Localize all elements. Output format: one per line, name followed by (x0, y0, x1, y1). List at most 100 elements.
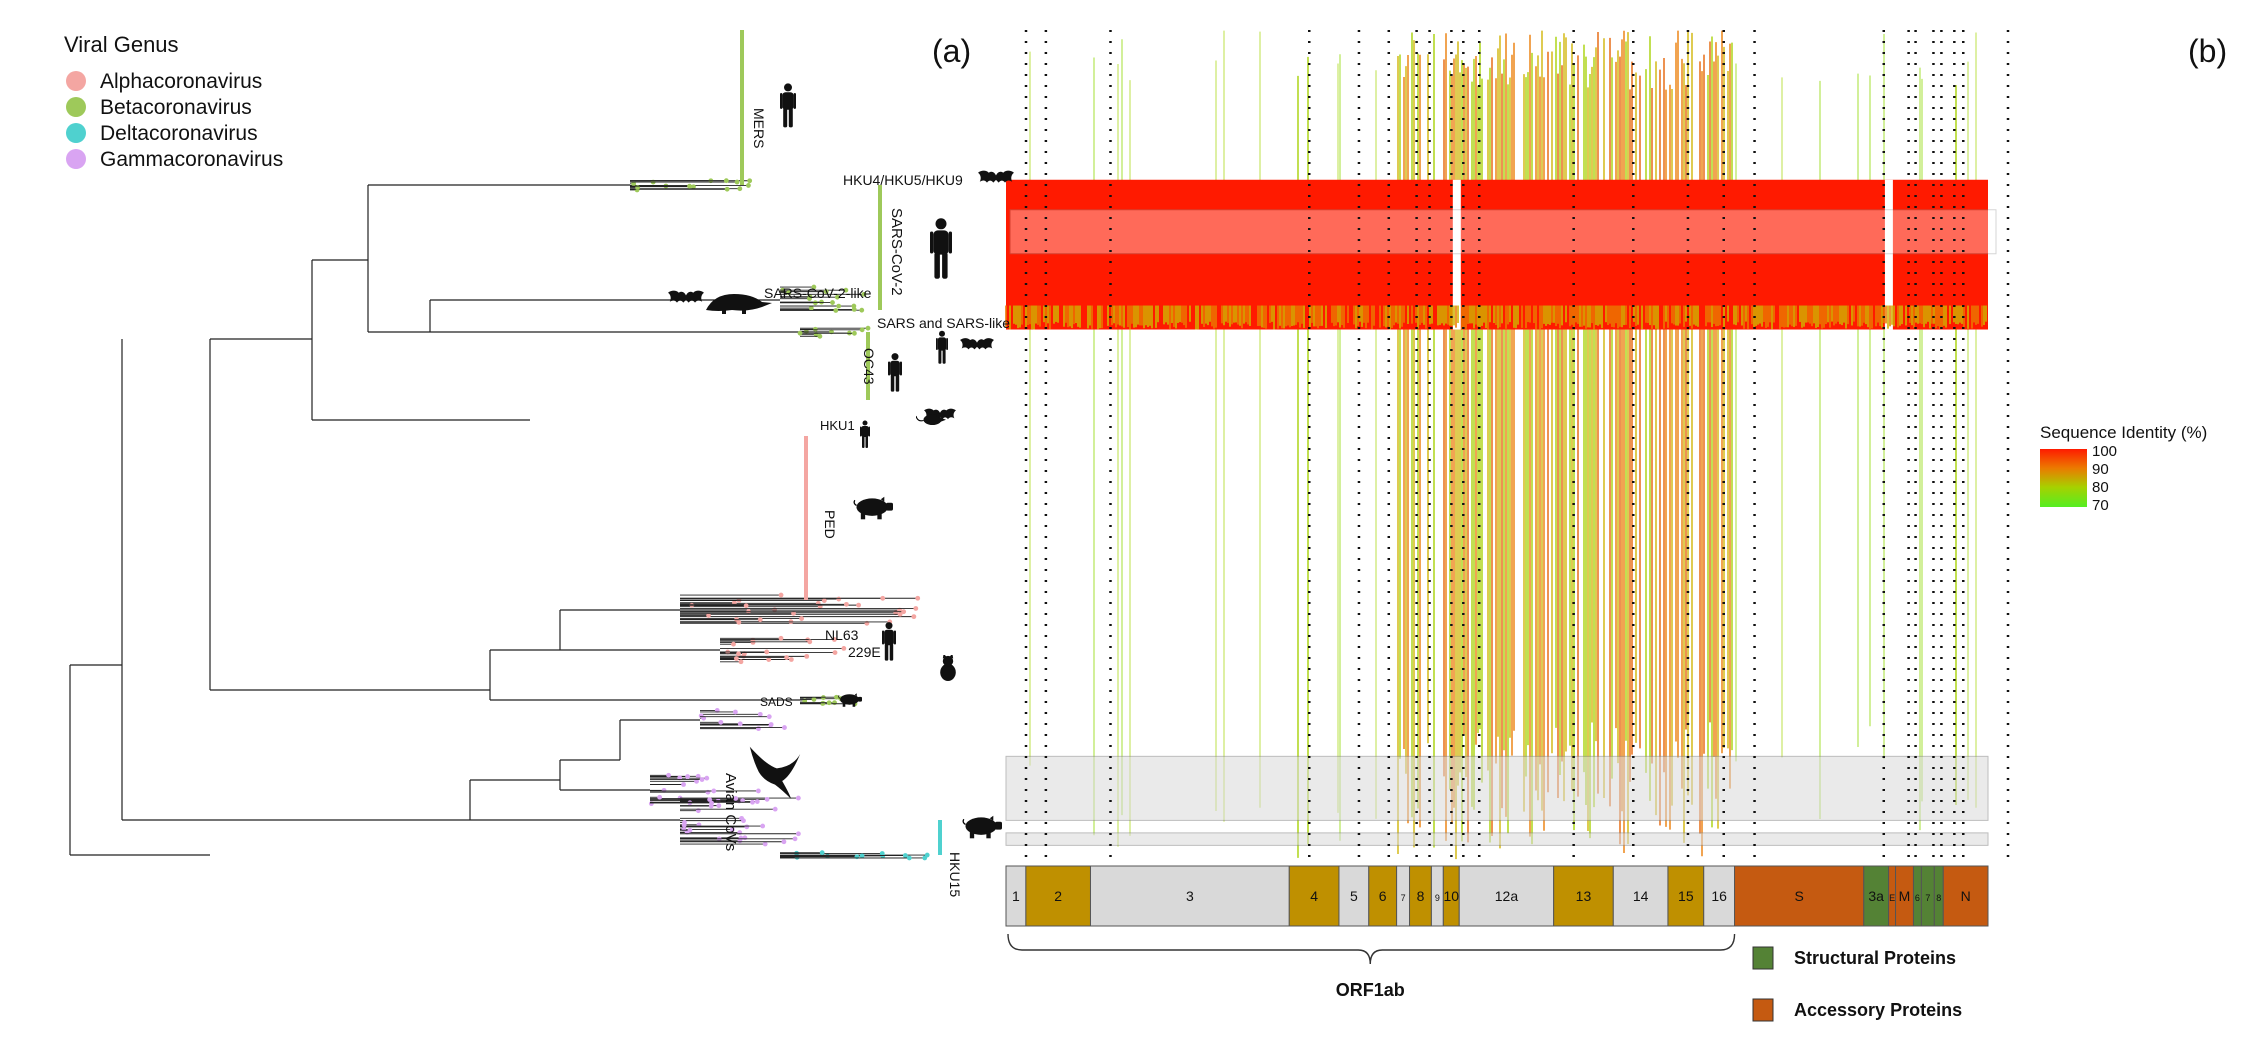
pig-icon (853, 496, 893, 520)
identity-tick: 100 (2092, 443, 2117, 460)
tree-tip (784, 655, 790, 660)
tree-tip (906, 855, 912, 861)
phylogenetic-tree (69, 178, 930, 861)
tree-tip (746, 183, 751, 188)
genome-segment-label: 4 (1310, 888, 1318, 904)
tree-tip (661, 787, 667, 793)
genome-segment-label: 13 (1576, 888, 1592, 904)
tree-tip (778, 592, 784, 598)
tree-tip (657, 794, 663, 800)
tree-tip (819, 299, 824, 305)
pig-icon (838, 693, 862, 707)
pig-icon (962, 815, 1002, 839)
tree-tip (698, 713, 704, 719)
clade-label: SARS and SARS-like (877, 315, 1010, 331)
tree-tip (844, 601, 849, 607)
genome-segment (1667, 865, 1705, 927)
clade-bars (740, 30, 942, 855)
tree-tip (856, 602, 861, 608)
tree-tip (897, 611, 903, 617)
tree-tip (766, 714, 772, 720)
panel-label-b: (b) (2188, 33, 2227, 69)
genus-label: Gammacoronavirus (100, 148, 283, 171)
tree-tip (732, 600, 737, 606)
tree-tip (709, 800, 715, 806)
tree-tip (804, 653, 810, 659)
genome-segment-label: 9 (1435, 893, 1440, 903)
tree-tip (737, 186, 743, 192)
identity-tick: 90 (2092, 461, 2109, 478)
tree-tip (836, 303, 842, 309)
genome-segment (1863, 865, 1890, 927)
tree-tip (772, 806, 778, 812)
clade-label: SADS (760, 695, 793, 709)
genome-segment-label: 8 (1936, 893, 1941, 903)
tree-tip (836, 596, 842, 602)
heatmap-gap (1452, 179, 1461, 330)
tree-tip (750, 639, 756, 645)
tree-tip (704, 775, 710, 781)
genome-segment-label: 7 (1401, 893, 1406, 903)
tree-tip (738, 659, 744, 665)
tree-tip (768, 722, 774, 727)
genome-segment (1458, 865, 1555, 927)
human-icon (888, 353, 902, 392)
genome-segment-label: 15 (1678, 888, 1694, 904)
tree-tip (786, 290, 792, 296)
genus-swatch (66, 149, 86, 169)
tree-tip (791, 610, 796, 616)
tree-tip (733, 709, 738, 715)
tree-tip (851, 307, 857, 312)
tree-tip (762, 841, 768, 847)
tree-tip (799, 616, 804, 621)
tree-tip (694, 778, 699, 784)
protein-legend-label: Structural Proteins (1794, 948, 1956, 968)
clade-label: NL63 (825, 627, 859, 643)
tree-tip (687, 183, 692, 189)
tree-tip (819, 850, 825, 856)
bat-icon (668, 290, 704, 303)
tree-tip (834, 294, 840, 300)
tree-tip (750, 799, 755, 805)
tree-tip (736, 651, 741, 657)
tree-tip (741, 818, 746, 824)
tree-tip (760, 823, 766, 829)
tree-tip (807, 639, 813, 645)
tree-tip (831, 637, 837, 642)
tree-tip (764, 649, 770, 655)
tree-tip (796, 831, 801, 837)
clade-label: Avian CoVs (722, 773, 739, 851)
clade-label: SARS-CoV-2-like (764, 285, 872, 301)
tree-tip (811, 697, 817, 702)
genome-segment-label: S (1794, 888, 1803, 904)
genome-segment (1553, 865, 1614, 927)
heatmap-gap (1884, 179, 1893, 330)
tree-tip (797, 330, 803, 336)
genome-segment-label: 14 (1633, 888, 1649, 904)
genome-segment (1368, 865, 1398, 927)
clade-label: HKU1 (820, 418, 855, 433)
tree-tip (740, 798, 746, 803)
genome-segment (1703, 865, 1736, 927)
pangolin-icon (706, 294, 772, 314)
orf1ab-brace (1007, 933, 1736, 965)
genome-segment-label: 1 (1012, 888, 1020, 904)
tree-tip (687, 827, 693, 833)
tree-tip (681, 822, 687, 828)
genus-swatch (66, 123, 86, 143)
genome-segment-label: 3a (1868, 888, 1884, 904)
tree-tip (915, 595, 921, 601)
clade-labels: MERS HKU4/HKU5/HKU9 SARS-CoV-2 SARS-CoV-2-l… (722, 108, 1010, 897)
tree-tip (826, 700, 832, 706)
genome-segment (1089, 865, 1290, 927)
human-icon (780, 83, 796, 128)
genome-segment-label: 3 (1186, 888, 1194, 904)
heatmap-gray-band (1005, 755, 1989, 821)
genome-segment (1025, 865, 1091, 927)
tree-tip (902, 853, 908, 858)
tree-tip (736, 619, 742, 625)
tree-tip (706, 613, 711, 618)
clade-label: 229E (848, 644, 881, 660)
tree-tip (766, 657, 772, 662)
